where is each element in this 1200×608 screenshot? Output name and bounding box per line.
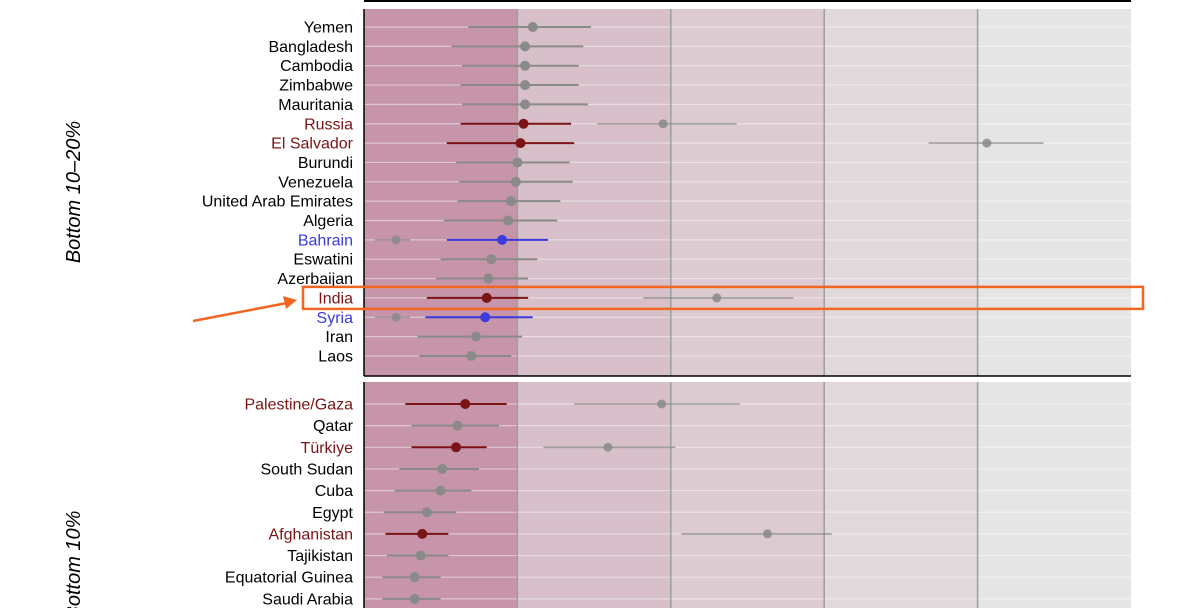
point-estimate [409, 593, 420, 604]
point-estimate [527, 22, 538, 32]
background-band [364, 9, 518, 376]
highlight-arrow-line [192, 301, 288, 323]
point-estimate [480, 312, 491, 323]
background-band [517, 382, 671, 608]
point-estimate [520, 41, 531, 52]
point-estimate [515, 138, 526, 149]
country-label: Algeria [303, 213, 353, 230]
point-estimate [409, 572, 420, 583]
background-band [670, 9, 825, 376]
country-label: United Arab Emirates [202, 194, 353, 211]
country-label: Yemen [304, 20, 353, 37]
background-band [824, 382, 978, 608]
point-estimate [451, 442, 462, 453]
point-estimate [486, 254, 497, 265]
country-label: Tajikistan [287, 548, 353, 565]
country-label: Bahrain [298, 232, 353, 249]
point-estimate [435, 485, 446, 496]
point-estimate [466, 350, 477, 361]
country-label: Burundi [298, 155, 353, 172]
point-estimate [415, 550, 426, 561]
point-estimate [421, 507, 432, 518]
point-estimate [452, 420, 463, 431]
point-estimate [460, 399, 471, 409]
secondary-point [603, 442, 613, 452]
country-label: Türkiye [301, 440, 354, 457]
point-estimate [520, 80, 531, 91]
country-label: Saudi Arabia [262, 591, 353, 608]
country-label: Egypt [312, 505, 353, 522]
background-band [977, 9, 1131, 376]
point-estimate [483, 273, 494, 284]
country-label: Venezuela [278, 174, 353, 191]
country-label: Qatar [313, 418, 354, 435]
background-band [517, 9, 671, 376]
country-label: Russia [304, 116, 353, 133]
highlight-arrow-head [283, 296, 297, 309]
point-estimate [520, 60, 531, 71]
secondary-point [391, 235, 401, 245]
point-estimate [506, 196, 517, 207]
secondary-point [657, 399, 667, 409]
country-label: Bangladesh [268, 39, 353, 56]
background-band [977, 382, 1131, 608]
country-label: Equatorial Guinea [225, 570, 353, 587]
country-label: India [318, 290, 353, 307]
country-label: Afghanistan [268, 526, 353, 543]
country-label: Palestine/Gaza [244, 397, 353, 414]
country-label: South Sudan [260, 461, 353, 478]
secondary-point [391, 312, 401, 322]
point-estimate [497, 234, 508, 245]
point-estimate [520, 99, 531, 110]
secondary-point [658, 119, 668, 129]
country-label: Laos [318, 348, 353, 365]
country-label: Syria [317, 310, 354, 327]
country-label: Eswatini [293, 252, 353, 269]
country-label: Azerbaijan [277, 271, 353, 288]
point-estimate [417, 528, 428, 539]
country-label: Cambodia [280, 58, 353, 75]
secondary-point [712, 293, 722, 303]
country-label: El Salvador [271, 136, 353, 153]
point-estimate [518, 118, 529, 129]
country-label: Zimbabwe [279, 78, 353, 95]
facet-label: Bottom 10% [63, 511, 85, 608]
background-band [670, 382, 825, 608]
secondary-point [762, 529, 772, 539]
facet-label: Bottom 10–20% [63, 121, 85, 263]
point-estimate [512, 157, 523, 168]
point-estimate [470, 331, 481, 342]
country-label: Cuba [315, 483, 353, 500]
point-estimate [437, 463, 448, 474]
point-estimate [503, 215, 514, 226]
background-band [824, 9, 978, 376]
secondary-point [982, 138, 992, 148]
country-label: Iran [325, 329, 353, 346]
point-estimate [481, 292, 492, 303]
country-label: Mauritania [278, 97, 353, 114]
point-estimate [510, 176, 521, 187]
highlight-box [301, 285, 1145, 311]
